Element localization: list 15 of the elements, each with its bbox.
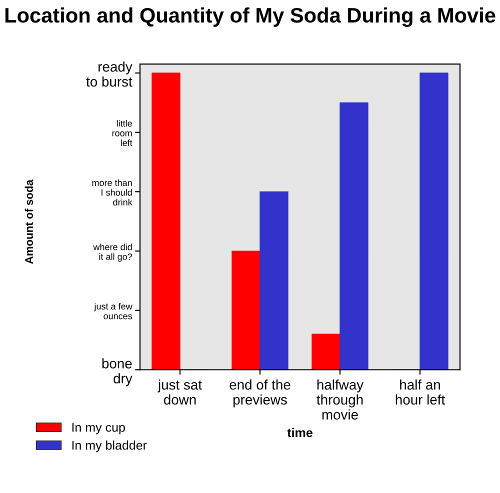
legend-label: In my cup [72, 423, 125, 434]
x-axis-title: time [287, 428, 312, 438]
text: little room left [112, 120, 132, 146]
text: just a few ounces [94, 302, 132, 320]
text: more than I should drink [92, 179, 132, 206]
text: bone dry [102, 358, 132, 386]
chart-title: Location and Quantity of My Soda During a Movie [5, 7, 496, 27]
text: where did it all go? [93, 244, 132, 262]
x-tick-label: end of the previews [230, 379, 290, 408]
x-tick-label: just sat down [158, 379, 202, 405]
x-tick-label: half an hour left [396, 379, 445, 405]
text: ready to burst [86, 61, 132, 87]
legend-label: In my bladder [72, 440, 147, 452]
x-tick-label: halfway through movie [316, 379, 364, 420]
text: Amount of soda [24, 179, 33, 264]
